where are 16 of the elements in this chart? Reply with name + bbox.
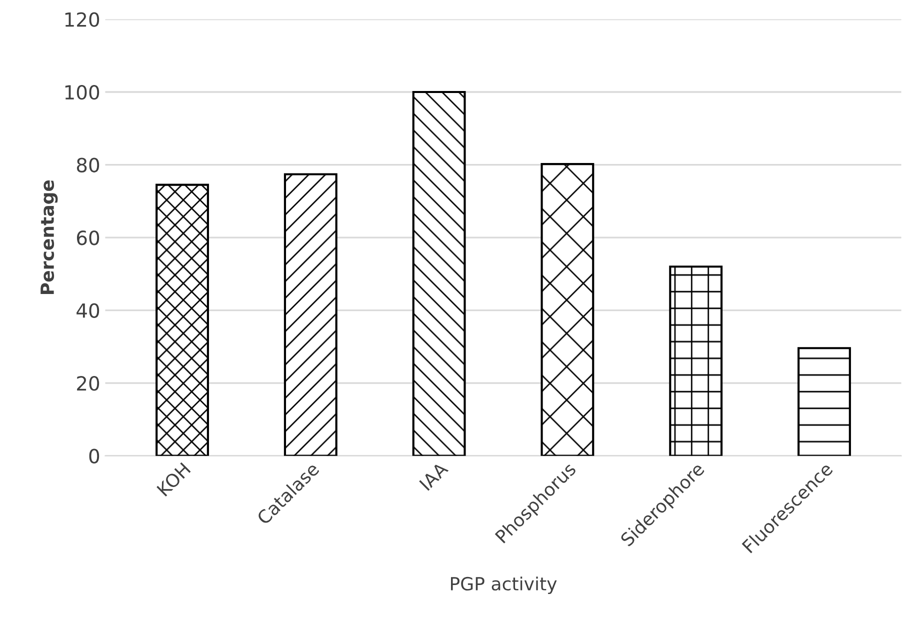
x-axis-title: PGP activity (450, 576, 557, 594)
y-tick-label: 80 (76, 158, 100, 172)
x-tick-label: IAA (419, 461, 449, 491)
bar (798, 347, 851, 456)
y-tick-label: 0 (89, 448, 100, 464)
y-tick-label: 100 (65, 84, 100, 100)
y-tick-label: 60 (76, 230, 100, 246)
y-tick-label: 120 (65, 12, 100, 27)
bar (669, 266, 723, 456)
y-tick-label: 20 (77, 376, 100, 391)
bar (284, 173, 338, 456)
y-axis-title: Percentage (40, 180, 58, 294)
bar (156, 184, 209, 456)
bar (412, 90, 466, 456)
bar (540, 163, 594, 456)
y-tick-label: 40 (76, 303, 100, 318)
